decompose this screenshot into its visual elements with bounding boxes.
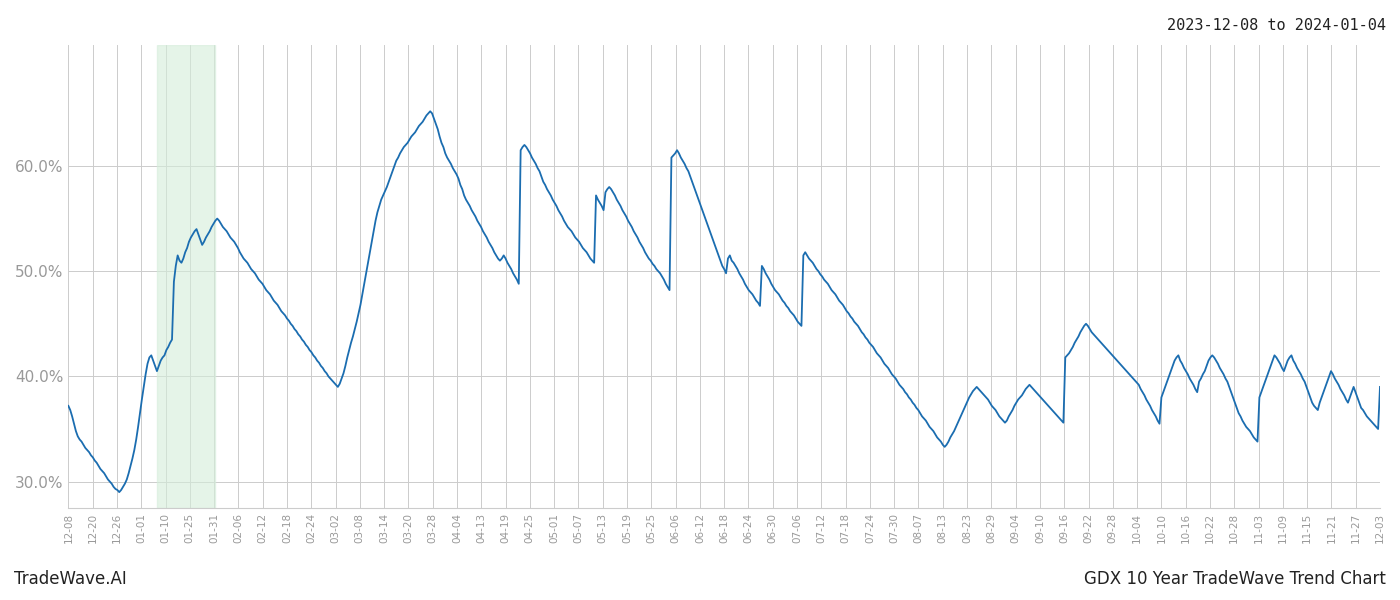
Text: TradeWave.AI: TradeWave.AI [14, 570, 127, 588]
Bar [157, 45, 216, 508]
Text: 2023-12-08 to 2024-01-04: 2023-12-08 to 2024-01-04 [1168, 18, 1386, 33]
Text: GDX 10 Year TradeWave Trend Chart: GDX 10 Year TradeWave Trend Chart [1084, 570, 1386, 588]
